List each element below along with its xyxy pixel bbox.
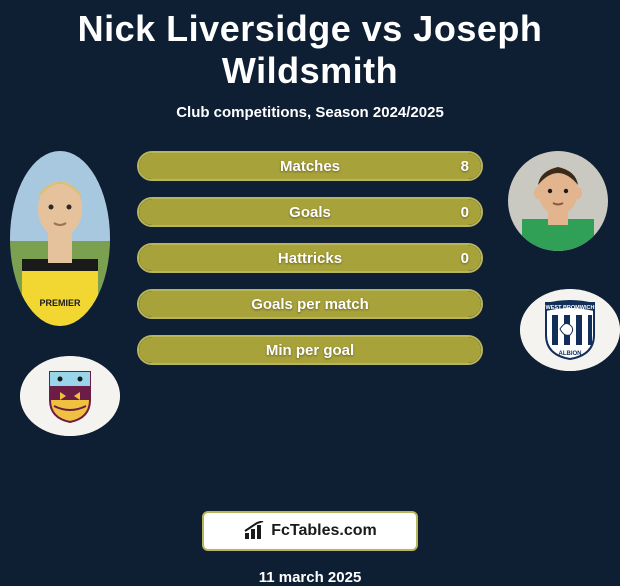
stat-value-right: 0 (449, 199, 481, 225)
stat-row: Matches 8 (137, 151, 483, 181)
club-left-badge (20, 356, 120, 436)
stat-bars: Matches 8 Goals 0 Hattricks 0 Goals per … (137, 151, 483, 381)
brand-text: FcTables.com (271, 522, 377, 540)
page-title: Nick Liversidge vs Joseph Wildsmith (0, 0, 620, 92)
player-right-photo (508, 151, 608, 251)
stat-row: Goals 0 (137, 197, 483, 227)
player-left-photo: PREMIER (10, 151, 110, 326)
stat-label: Goals (139, 199, 481, 225)
chart-icon (243, 521, 267, 541)
club-right-badge: WEST BROMWICH ALBION (520, 289, 620, 371)
svg-text:WEST BROMWICH: WEST BROMWICH (546, 305, 595, 311)
brand-badge: FcTables.com (202, 511, 418, 551)
subtitle: Club competitions, Season 2024/2025 (0, 104, 620, 121)
stat-value-right: 0 (449, 245, 481, 271)
stat-label: Goals per match (139, 291, 481, 317)
svg-text:PREMIER: PREMIER (39, 298, 81, 308)
stat-label: Hattricks (139, 245, 481, 271)
svg-text:ALBION: ALBION (559, 351, 582, 357)
stat-value-right (457, 337, 481, 363)
footer-date: 11 march 2025 (0, 569, 620, 586)
comparison-panel: PREMIER (0, 151, 620, 451)
stat-value-right: 8 (449, 153, 481, 179)
stat-label: Matches (139, 153, 481, 179)
stat-value-right (457, 291, 481, 317)
stat-row: Hattricks 0 (137, 243, 483, 273)
stat-label: Min per goal (139, 337, 481, 363)
stat-row: Goals per match (137, 289, 483, 319)
stat-row: Min per goal (137, 335, 483, 365)
